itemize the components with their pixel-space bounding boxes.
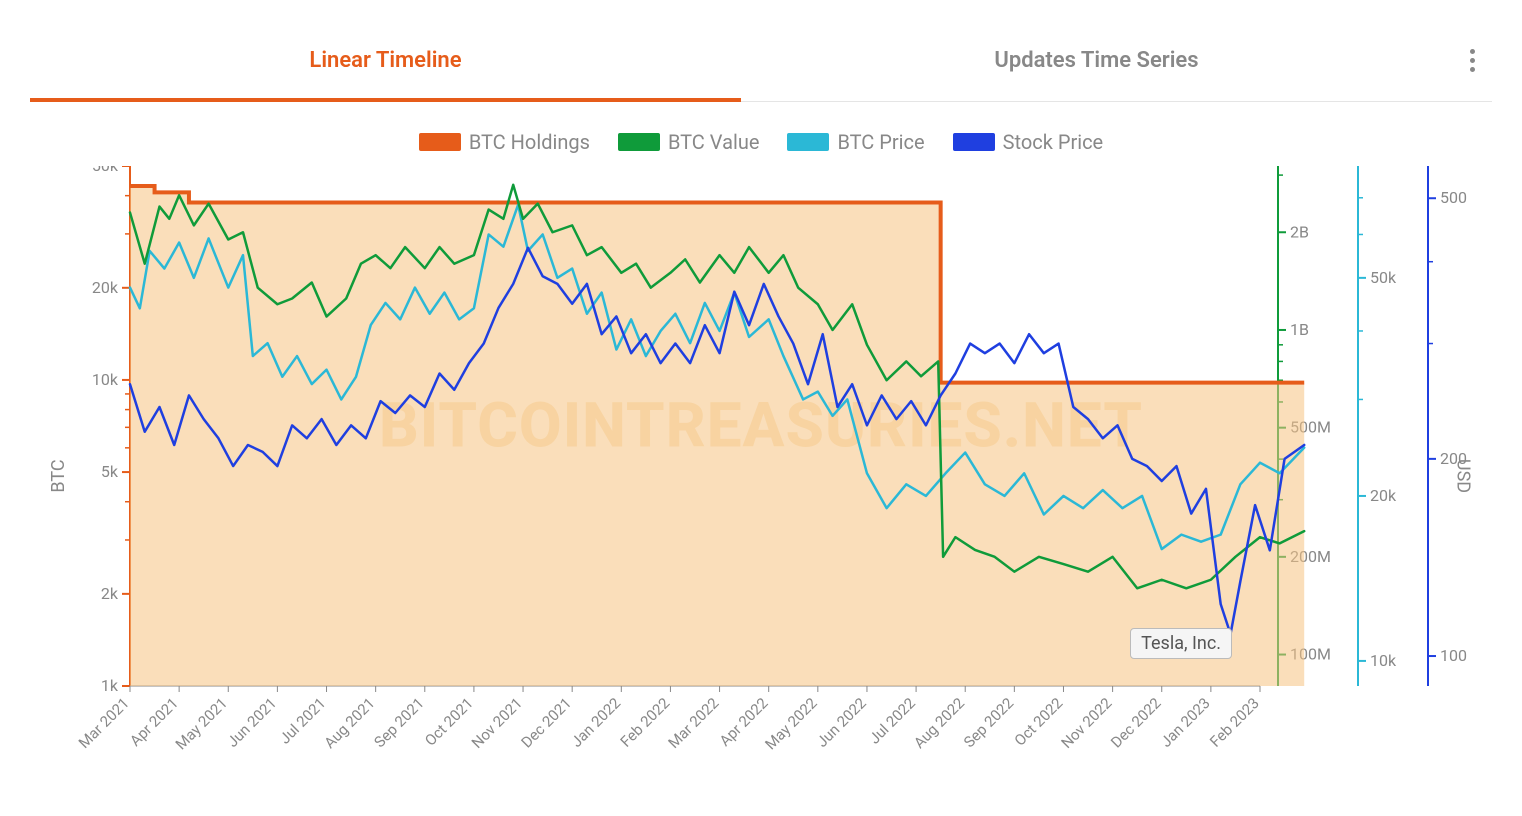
svg-text:Jan 2023: Jan 2023 bbox=[1157, 694, 1214, 751]
y-axis-left-label: BTC bbox=[48, 459, 69, 492]
svg-text:1B: 1B bbox=[1290, 320, 1309, 339]
legend-label: Stock Price bbox=[1003, 130, 1104, 154]
svg-text:Feb 2023: Feb 2023 bbox=[1206, 694, 1263, 751]
svg-text:50k: 50k bbox=[92, 166, 119, 175]
svg-text:Jan 2022: Jan 2022 bbox=[567, 694, 624, 751]
swatch-value bbox=[618, 133, 660, 151]
svg-text:Nov 2021: Nov 2021 bbox=[468, 694, 526, 752]
svg-text:Nov 2022: Nov 2022 bbox=[1058, 694, 1116, 752]
svg-text:Mar 2021: Mar 2021 bbox=[75, 694, 133, 752]
swatch-holdings bbox=[419, 133, 461, 151]
chart-area: BITCOINTREASURIES.NET 1k2k5k10k20k50kMar… bbox=[30, 166, 1492, 786]
svg-text:10k: 10k bbox=[1370, 651, 1397, 670]
svg-text:Jun 2022: Jun 2022 bbox=[813, 694, 870, 751]
menu-icon[interactable] bbox=[1452, 49, 1492, 72]
chart-container: Linear Timeline Updates Time Series BTC … bbox=[0, 0, 1522, 816]
tab-linear-timeline[interactable]: Linear Timeline bbox=[30, 20, 741, 101]
svg-text:50k: 50k bbox=[1370, 268, 1397, 287]
svg-text:Mar 2022: Mar 2022 bbox=[665, 694, 723, 752]
svg-text:May 2021: May 2021 bbox=[172, 694, 231, 753]
svg-text:Sep 2021: Sep 2021 bbox=[371, 694, 428, 751]
svg-text:Jun 2021: Jun 2021 bbox=[223, 694, 280, 751]
swatch-stock bbox=[953, 133, 995, 151]
svg-text:5k: 5k bbox=[101, 462, 119, 481]
svg-text:Sep 2022: Sep 2022 bbox=[960, 694, 1017, 751]
svg-text:Dec 2022: Dec 2022 bbox=[1107, 694, 1164, 751]
legend-label: BTC Value bbox=[668, 130, 760, 154]
svg-text:1k: 1k bbox=[101, 676, 119, 695]
svg-text:Oct 2022: Oct 2022 bbox=[1011, 694, 1067, 750]
legend-item-holdings[interactable]: BTC Holdings bbox=[419, 130, 590, 154]
svg-text:May 2022: May 2022 bbox=[761, 694, 820, 753]
y-axis-right-label: USD bbox=[1452, 459, 1473, 493]
legend-label: BTC Price bbox=[837, 130, 924, 154]
svg-text:Dec 2021: Dec 2021 bbox=[518, 694, 575, 751]
tabs-row: Linear Timeline Updates Time Series bbox=[30, 20, 1492, 102]
swatch-price bbox=[787, 133, 829, 151]
svg-text:Aug 2021: Aug 2021 bbox=[321, 694, 379, 752]
legend-label: BTC Holdings bbox=[469, 130, 590, 154]
legend-item-value[interactable]: BTC Value bbox=[618, 130, 760, 154]
svg-text:Feb 2022: Feb 2022 bbox=[617, 694, 674, 751]
svg-text:20k: 20k bbox=[92, 278, 119, 297]
tab-updates-time-series[interactable]: Updates Time Series bbox=[741, 20, 1452, 101]
legend: BTC Holdings BTC Value BTC Price Stock P… bbox=[30, 112, 1492, 162]
legend-item-stock[interactable]: Stock Price bbox=[953, 130, 1104, 154]
svg-text:Oct 2021: Oct 2021 bbox=[421, 694, 477, 750]
legend-item-price[interactable]: BTC Price bbox=[787, 130, 924, 154]
svg-text:2k: 2k bbox=[101, 584, 119, 603]
svg-text:500: 500 bbox=[1440, 188, 1467, 207]
svg-text:100: 100 bbox=[1440, 646, 1467, 665]
tooltip-badge: Tesla, Inc. bbox=[1130, 628, 1232, 659]
svg-text:20k: 20k bbox=[1370, 486, 1397, 505]
svg-text:Aug 2022: Aug 2022 bbox=[910, 694, 968, 752]
svg-text:10k: 10k bbox=[92, 370, 119, 389]
chart-svg[interactable]: 1k2k5k10k20k50kMar 2021Apr 2021May 2021J… bbox=[30, 166, 1492, 786]
svg-text:2B: 2B bbox=[1290, 222, 1309, 241]
